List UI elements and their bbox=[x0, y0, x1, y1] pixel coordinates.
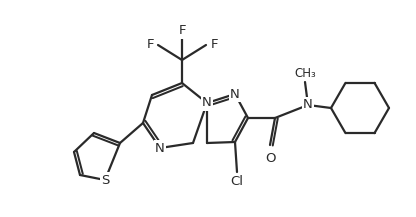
Text: N: N bbox=[303, 99, 313, 112]
Text: Cl: Cl bbox=[230, 175, 243, 188]
Text: F: F bbox=[210, 38, 218, 51]
Text: CH₃: CH₃ bbox=[294, 67, 316, 80]
Text: N: N bbox=[202, 97, 212, 110]
Text: F: F bbox=[178, 25, 186, 38]
Text: N: N bbox=[155, 141, 165, 155]
Text: F: F bbox=[146, 38, 154, 51]
Text: O: O bbox=[266, 152, 276, 165]
Text: N: N bbox=[230, 87, 240, 100]
Text: S: S bbox=[101, 174, 109, 186]
